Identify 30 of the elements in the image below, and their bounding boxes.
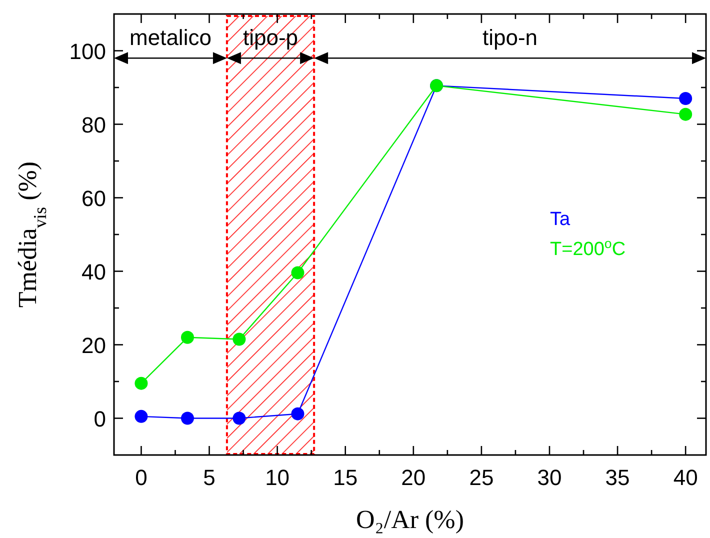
point: [180, 330, 194, 344]
annotation: tipo-n: [482, 25, 538, 50]
x-tick-label: 0: [135, 465, 148, 490]
point: [134, 410, 148, 423]
x-tick-label: 35: [605, 465, 630, 490]
point: [291, 407, 304, 420]
y-tick-label: 40: [82, 259, 106, 284]
x-tick-label: 30: [537, 465, 562, 490]
point: [232, 332, 246, 346]
x-tick-label: 25: [469, 465, 494, 490]
y-tick-label: 0: [94, 406, 106, 432]
x-axis-title: O₂/Ar (%): [356, 505, 464, 534]
x-tick-label: 40: [673, 465, 698, 490]
y-tick-label: 20: [82, 332, 106, 358]
text: T=200$^{o}$C: [550, 236, 626, 260]
x-tick-label: 10: [265, 465, 290, 490]
text: Ta: [550, 209, 570, 230]
point: [232, 412, 246, 425]
annotation: metalico: [130, 25, 212, 50]
point: [134, 376, 148, 390]
point: [291, 266, 304, 280]
point: [679, 92, 692, 106]
point: [679, 108, 692, 121]
x-tick-label: 15: [333, 465, 358, 490]
x-tick-label: 20: [401, 465, 426, 490]
y-tick-label: 80: [82, 112, 106, 138]
y-tick-label: 60: [82, 186, 106, 211]
point: [180, 412, 194, 425]
x-tick-label: 5: [203, 465, 216, 490]
y-tick-label: 100: [69, 38, 106, 64]
